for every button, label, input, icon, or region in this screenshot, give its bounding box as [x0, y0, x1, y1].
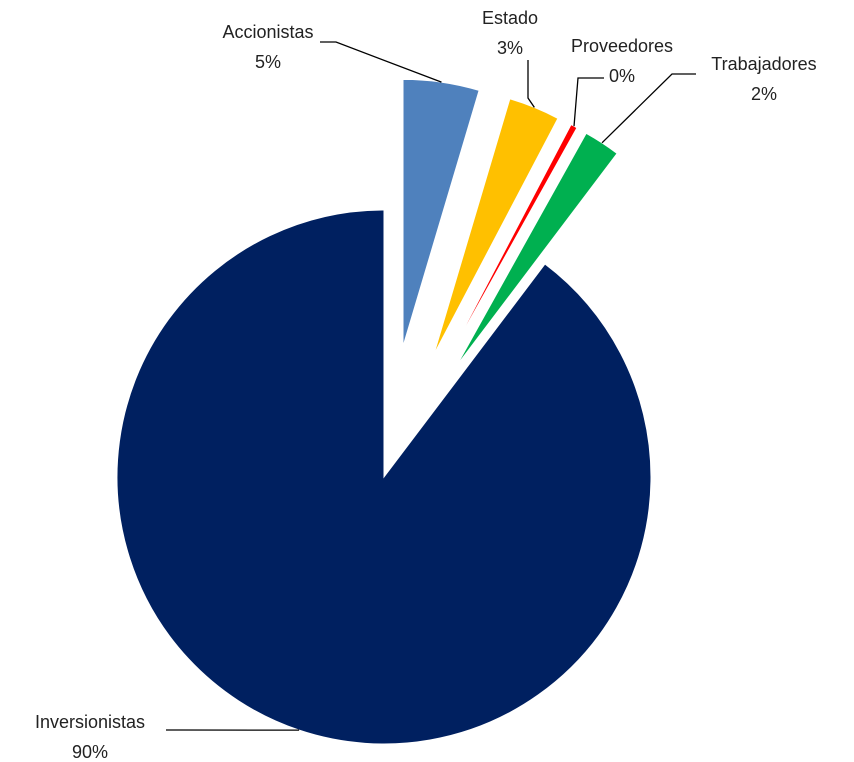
slice-accionistas	[402, 78, 480, 347]
label-inversionistas-value: 90%	[72, 742, 108, 762]
label-accionistas-name: Accionistas	[222, 22, 313, 42]
data-labels: Accionistas 5% Estado 3% Proveedores 0% …	[35, 8, 817, 762]
leader-lines	[166, 41, 696, 731]
label-accionistas-value: 5%	[255, 52, 281, 72]
label-proveedores-value: 0%	[609, 66, 635, 86]
label-proveedores-name: Proveedores	[571, 36, 673, 56]
leader-estado	[527, 60, 535, 108]
slice-inversionistas	[116, 209, 652, 745]
pie-slices	[116, 78, 652, 745]
label-estado-name: Estado	[482, 8, 538, 28]
label-trabajadores-value: 2%	[751, 84, 777, 104]
label-trabajadores-name: Trabajadores	[711, 54, 816, 74]
label-estado-value: 3%	[497, 38, 523, 58]
leader-proveedores	[573, 77, 604, 127]
label-inversionistas-name: Inversionistas	[35, 712, 145, 732]
leader-accionistas	[320, 41, 442, 83]
leader-trabajadores	[601, 73, 696, 144]
